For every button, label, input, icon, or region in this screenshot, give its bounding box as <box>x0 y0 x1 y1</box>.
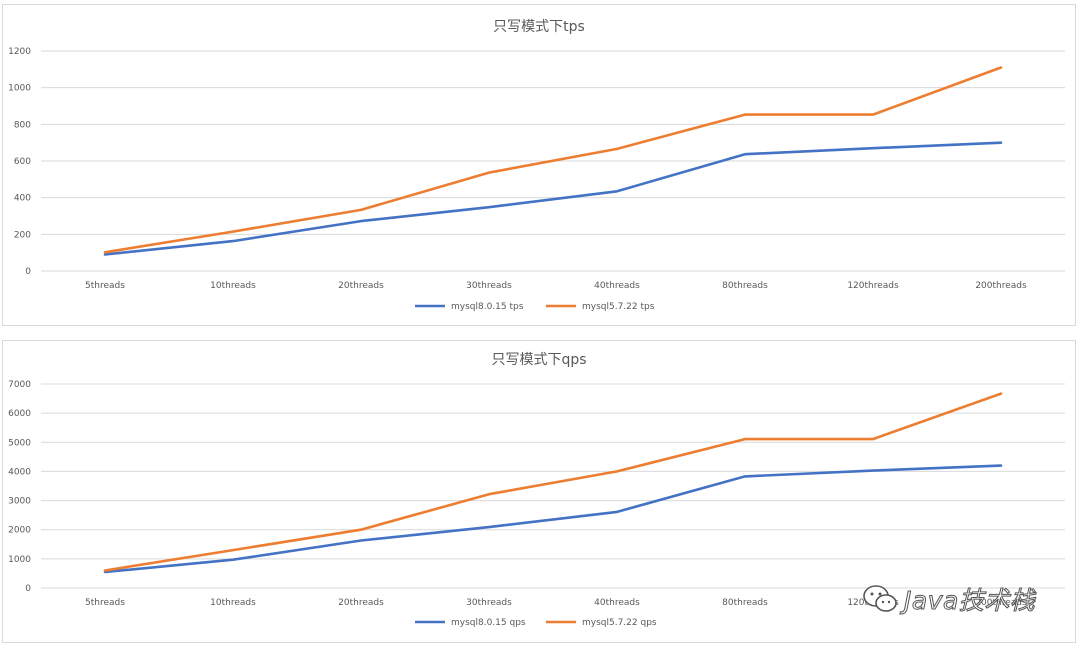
legend-label: mysql8.0.15 qps <box>451 618 526 628</box>
watermark-text: Java技术栈 <box>903 586 1036 616</box>
x-tick-label: 80threads <box>722 598 768 608</box>
y-tick-label: 800 <box>14 120 31 130</box>
tps-chart-panel: 只写模式下tps 0 200 400 600 800 1000 1200 5threads 10t… <box>2 4 1076 326</box>
series-line-0 <box>103 464 1003 574</box>
legend-label: mysql5.7.22 tps <box>582 302 655 312</box>
y-tick-label: 400 <box>14 194 31 204</box>
x-tick-label: 10threads <box>210 281 256 291</box>
y-tick-label: 1000 <box>8 84 31 94</box>
y-tick-label: 1200 <box>8 47 31 57</box>
y-tick-label: 0 <box>25 584 31 594</box>
x-tick-label: 40threads <box>594 598 640 608</box>
y-tick-label: 600 <box>14 157 31 167</box>
x-tick-label: 200threads <box>975 598 1027 608</box>
y-tick-label: 200 <box>14 230 31 240</box>
y-tick-label: 4000 <box>8 467 31 477</box>
series-line-1 <box>103 392 1003 572</box>
y-tick-label: 5000 <box>8 438 31 448</box>
x-tick-label: 20threads <box>338 281 384 291</box>
y-tick-label: 7000 <box>8 380 31 390</box>
legend: mysql8.0.15 tps mysql5.7.22 tps <box>415 302 655 312</box>
y-tick-label: 1000 <box>8 555 31 565</box>
legend-label: mysql5.7.22 qps <box>582 618 657 628</box>
x-tick-label: 200threads <box>975 281 1027 291</box>
x-tick-label: 120threads <box>847 281 899 291</box>
series-line-1 <box>103 66 1003 254</box>
x-tick-label: 5threads <box>85 281 125 291</box>
y-tick-label: 0 <box>25 267 31 277</box>
x-tick-label: 20threads <box>338 598 384 608</box>
x-tick-label: 80threads <box>722 281 768 291</box>
x-tick-label: 40threads <box>594 281 640 291</box>
chart-title: 只写模式下tps <box>493 19 585 35</box>
watermark: Java技术栈 <box>862 582 1035 616</box>
y-tick-label: 2000 <box>8 526 31 536</box>
qps-chart-panel: 只写模式下qps 0 1000 2000 3000 4000 5000 6000 7000 5th… <box>2 340 1076 643</box>
tps-chart: 只写模式下tps 0 200 400 600 800 1000 1200 5threads 10t… <box>8 19 1065 312</box>
legend-label: mysql8.0.15 tps <box>451 302 524 312</box>
y-tick-label: 3000 <box>8 497 31 507</box>
x-tick-label: 30threads <box>466 598 512 608</box>
x-tick-label: 5threads <box>85 598 125 608</box>
chart-title: 只写模式下qps <box>491 352 586 368</box>
y-tick-label: 6000 <box>8 409 31 419</box>
x-tick-label: 30threads <box>466 281 512 291</box>
series-line-0 <box>103 141 1003 256</box>
legend: mysql8.0.15 qps mysql5.7.22 qps <box>415 618 657 628</box>
x-tick-label: 10threads <box>210 598 256 608</box>
wechat-icon <box>863 585 897 612</box>
